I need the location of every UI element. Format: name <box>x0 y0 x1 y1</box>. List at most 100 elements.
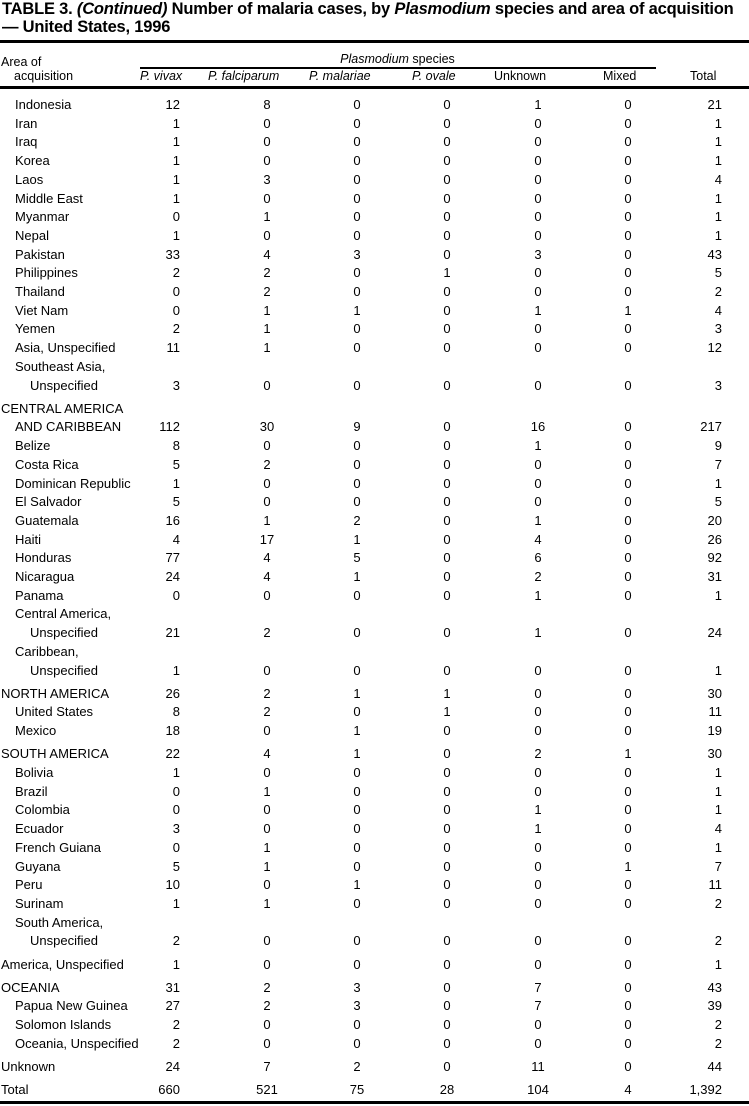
cell-total: 1 <box>714 153 722 169</box>
cell-p-ovale: 0 <box>443 340 451 356</box>
cell-p-ovale: 0 <box>443 998 451 1014</box>
cell-p-malariae: 3 <box>353 979 361 995</box>
cell-p-malariae: 0 <box>353 956 361 972</box>
cell-p-falciparum: 0 <box>263 662 271 678</box>
row-label: Korea <box>15 153 50 169</box>
cell-p-vivax: 0 <box>172 284 180 299</box>
cell-p-falciparum: 1 <box>263 209 271 225</box>
cell-p-vivax: 4 <box>172 531 180 547</box>
cell-p-vivax: 16 <box>165 512 180 528</box>
cell-p-vivax: 660 <box>158 1082 180 1098</box>
row-label: Guyana <box>15 858 61 874</box>
cell-p-ovale: 0 <box>443 839 451 855</box>
cell-p-ovale: 1 <box>443 265 451 281</box>
cell-mixed: 0 <box>624 1059 632 1074</box>
cell-total: 7 <box>714 456 722 472</box>
row-label: Haiti <box>15 531 42 547</box>
cell-p-malariae: 1 <box>353 746 361 762</box>
cell-p-falciparum: 3 <box>263 171 271 187</box>
cell-unknown: 0 <box>534 209 542 225</box>
row-label: Iraq <box>15 134 38 150</box>
cell-mixed: 0 <box>624 494 632 510</box>
cell-unknown: 1 <box>534 821 542 837</box>
cell-total: 3 <box>714 377 722 393</box>
cell-mixed: 1 <box>624 858 632 874</box>
cell-p-vivax: 0 <box>172 802 180 818</box>
cell-p-falciparum: 2 <box>263 685 271 701</box>
cell-p-vivax: 24 <box>165 1059 180 1074</box>
cell-total: 1 <box>714 662 722 678</box>
cell-p-vivax: 8 <box>172 438 180 454</box>
cell-p-malariae: 9 <box>353 419 361 435</box>
cell-p-malariae: 0 <box>353 115 361 131</box>
cell-p-falciparum: 0 <box>263 765 271 780</box>
cell-p-vivax: 8 <box>172 704 180 720</box>
cell-unknown: 0 <box>534 1035 542 1051</box>
cell-total: 2 <box>714 1017 722 1033</box>
cell-mixed: 0 <box>624 839 632 855</box>
cell-p-malariae: 0 <box>353 802 361 818</box>
cell-p-ovale: 0 <box>443 438 451 454</box>
cell-p-ovale: 0 <box>443 723 451 739</box>
cell-mixed: 0 <box>624 134 632 150</box>
cell-p-vivax: 31 <box>165 979 180 995</box>
cell-total: 5 <box>714 494 722 510</box>
row-label: Dominican Republic <box>15 475 131 491</box>
row-label: Costa Rica <box>15 456 79 472</box>
column-header: P. vivax <box>140 69 183 83</box>
cell-p-ovale: 0 <box>443 569 451 584</box>
cell-p-malariae: 0 <box>353 765 361 780</box>
cell-p-falciparum: 2 <box>263 284 271 299</box>
cell-p-ovale: 0 <box>443 512 451 528</box>
cell-total: 5 <box>714 265 722 281</box>
cell-p-falciparum: 521 <box>256 1082 278 1098</box>
cell-total: 92 <box>707 550 722 566</box>
header-area-line1: Area of <box>1 55 42 69</box>
cell-p-malariae: 0 <box>353 821 361 837</box>
cell-unknown: 0 <box>534 171 542 187</box>
cell-mixed: 0 <box>624 933 632 949</box>
cell-total: 1 <box>714 190 722 206</box>
cell-mixed: 0 <box>624 377 632 393</box>
cell-unknown: 0 <box>534 227 542 243</box>
cell-unknown: 0 <box>534 877 542 893</box>
cell-p-falciparum: 0 <box>263 877 271 893</box>
row-label-continued: AND CARIBBEAN <box>15 419 122 435</box>
title-continued: (Continued) <box>76 0 168 18</box>
cell-mixed: 0 <box>624 662 632 678</box>
cell-p-falciparum: 0 <box>263 190 271 206</box>
cell-mixed: 0 <box>624 802 632 818</box>
cell-p-malariae: 0 <box>353 377 361 393</box>
cell-p-ovale: 0 <box>443 662 451 678</box>
row-label: United States <box>15 704 94 720</box>
cell-p-ovale: 0 <box>443 746 451 762</box>
cell-p-vivax: 1 <box>172 134 180 150</box>
cell-p-ovale: 28 <box>439 1082 455 1098</box>
cell-mixed: 0 <box>624 550 632 566</box>
cell-p-falciparum: 0 <box>263 802 271 818</box>
cell-p-malariae: 5 <box>353 550 361 566</box>
cell-p-ovale: 0 <box>443 115 451 131</box>
row-label: OCEANIA <box>1 979 60 995</box>
cell-p-malariae: 0 <box>353 783 361 799</box>
cell-p-falciparum: 2 <box>263 998 271 1014</box>
cell-p-vivax: 3 <box>172 821 180 837</box>
cell-p-vivax: 11 <box>166 340 181 356</box>
cell-unknown: 0 <box>534 475 542 491</box>
cell-p-ovale: 0 <box>443 302 451 318</box>
row-label: America, Unspecified <box>1 956 124 972</box>
header-area-line2: acquisition <box>14 69 74 83</box>
cell-unknown: 0 <box>534 134 542 150</box>
cell-p-ovale: 0 <box>443 97 451 112</box>
cell-p-malariae: 0 <box>353 662 361 678</box>
cell-p-vivax: 1 <box>172 765 180 780</box>
cell-mixed: 0 <box>624 723 632 739</box>
group-rule <box>140 67 656 69</box>
cell-total: 1 <box>714 587 722 603</box>
row-label: Total <box>1 1082 29 1098</box>
cell-p-ovale: 0 <box>443 377 451 393</box>
row-label: Surinam <box>15 895 64 911</box>
row-label: Solomon Islands <box>15 1017 112 1033</box>
cell-mixed: 0 <box>624 821 632 837</box>
cell-p-ovale: 0 <box>443 802 451 818</box>
